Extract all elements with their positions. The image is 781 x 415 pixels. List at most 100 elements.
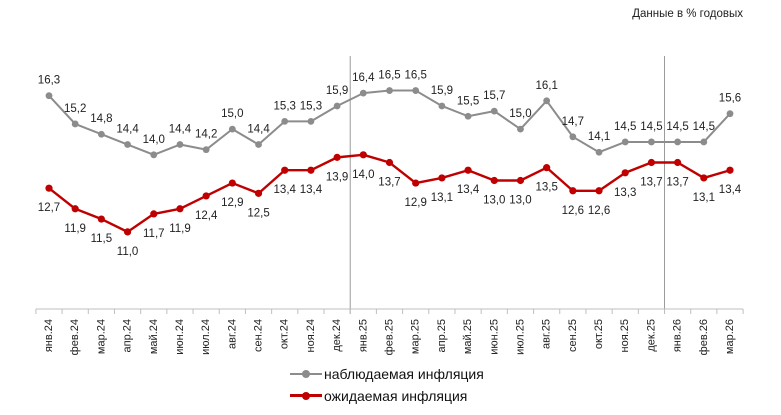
data-label: 13,7 xyxy=(378,177,400,189)
data-labels: 16,315,214,814,414,014,4 14,215,014,415,3… xyxy=(38,70,742,258)
x-tick-label: июн.25 xyxy=(488,319,500,355)
data-point xyxy=(438,102,446,110)
data-label: 12,7 xyxy=(38,202,60,214)
data-label: 13,7 xyxy=(666,177,688,189)
x-tick-label: окт.24 xyxy=(279,319,291,349)
data-point xyxy=(543,164,551,172)
x-tick-label: янв.25 xyxy=(357,319,369,352)
data-point xyxy=(464,166,472,174)
x-tick-label: авг.25 xyxy=(541,319,553,349)
data-label: 11,9 xyxy=(64,223,86,235)
data-label: 15,2 xyxy=(64,103,86,115)
data-point xyxy=(438,174,446,182)
data-label: 11,9 xyxy=(169,223,191,235)
data-label: 14,5 xyxy=(640,121,662,133)
data-point xyxy=(595,187,603,195)
x-tick-label: дек.25 xyxy=(645,319,657,352)
data-label: 14,5 xyxy=(666,121,688,133)
data-point xyxy=(307,117,315,125)
data-point xyxy=(71,120,79,128)
data-point xyxy=(202,146,210,154)
data-point xyxy=(359,151,367,159)
data-label: 13,4 xyxy=(457,184,480,196)
x-tick-label: июл.24 xyxy=(200,319,212,355)
data-point xyxy=(254,189,263,197)
data-point xyxy=(45,92,53,100)
data-point xyxy=(97,215,105,223)
data-label: 14,5 xyxy=(614,121,636,133)
data-label: 14,4 xyxy=(116,124,139,136)
inflation-line-chart: 16,315,214,814,414,014,4 14,215,014,415,3… xyxy=(35,56,744,355)
data-point xyxy=(726,166,734,174)
data-label: 12,6 xyxy=(562,205,584,217)
data-label: 15,9 xyxy=(326,85,348,97)
data-point xyxy=(621,138,629,146)
data-point xyxy=(359,89,367,97)
data-label: 16,3 xyxy=(38,75,60,87)
data-label: 15,5 xyxy=(457,95,479,107)
data-point xyxy=(490,107,498,115)
data-point xyxy=(386,87,393,94)
legend-swatch-expected xyxy=(290,389,322,403)
data-label: 14,4 xyxy=(169,124,192,136)
data-point xyxy=(412,87,420,94)
data-label: 13,1 xyxy=(431,192,453,204)
data-label: 15,0 xyxy=(221,108,243,120)
x-tick-label: фев.24 xyxy=(69,319,81,355)
x-tick-label: фев.25 xyxy=(384,319,396,355)
x-tick-label: мар.24 xyxy=(95,319,107,354)
data-label: 14,0 xyxy=(143,134,165,146)
data-point xyxy=(464,112,472,120)
data-label: 11,7 xyxy=(143,228,165,240)
x-tick-label: янв.24 xyxy=(43,319,55,352)
data-point xyxy=(569,187,577,195)
data-label: 15,3 xyxy=(274,100,296,112)
data-point xyxy=(674,158,682,167)
data-point xyxy=(516,176,525,185)
data-label: 15,0 xyxy=(509,108,531,120)
data-label: 12,5 xyxy=(247,207,269,219)
data-label: 15,7 xyxy=(483,90,505,102)
x-tick-label: мар.26 xyxy=(724,319,736,354)
x-tick-label: май.24 xyxy=(148,319,160,354)
x-tick-label: ноя.24 xyxy=(305,319,317,352)
x-tick-label: июл.25 xyxy=(514,319,526,355)
data-point xyxy=(333,102,341,110)
data-label: 14,8 xyxy=(90,113,112,125)
x-tick-label: мар.25 xyxy=(410,319,422,354)
data-point xyxy=(228,179,236,187)
data-label: 11,0 xyxy=(117,246,139,258)
data-point xyxy=(700,174,708,182)
data-label: 15,3 xyxy=(300,100,322,112)
data-label: 12,9 xyxy=(404,197,426,209)
data-point xyxy=(71,205,79,213)
data-point xyxy=(517,125,524,133)
x-tick-label: май.25 xyxy=(462,319,474,354)
data-point xyxy=(45,184,53,192)
data-label: 13,3 xyxy=(614,187,636,199)
data-label: 13,4 xyxy=(719,184,742,196)
x-tick-label: окт.25 xyxy=(593,319,605,349)
x-tick-label: авг.24 xyxy=(226,319,238,349)
data-label: 14,1 xyxy=(588,131,610,143)
data-label: 13,0 xyxy=(509,195,531,207)
data-point xyxy=(307,166,315,174)
data-label: 13,4 xyxy=(300,184,323,196)
data-label: 16,5 xyxy=(404,70,426,82)
data-label: 13,1 xyxy=(693,192,715,204)
data-label: 11,5 xyxy=(91,233,113,245)
legend-item-observed: наблюдаемая инфляция xyxy=(290,363,484,385)
data-label: 12,9 xyxy=(221,197,243,209)
data-label: 13,5 xyxy=(535,182,557,194)
data-label: 13,9 xyxy=(326,171,348,183)
data-point xyxy=(621,169,629,177)
data-point xyxy=(228,125,236,133)
data-label: 15,6 xyxy=(719,93,741,105)
x-tick-label: фев.26 xyxy=(698,319,710,355)
x-tick-label: апр.25 xyxy=(436,319,448,352)
data-point xyxy=(569,133,577,141)
x-tick-labels: янв.24 фев.24 мар.24 апр.24 май.24 июн.24 июл.… xyxy=(43,319,736,355)
data-point xyxy=(333,153,341,161)
data-point xyxy=(700,138,708,146)
data-label: 14,7 xyxy=(562,116,584,128)
